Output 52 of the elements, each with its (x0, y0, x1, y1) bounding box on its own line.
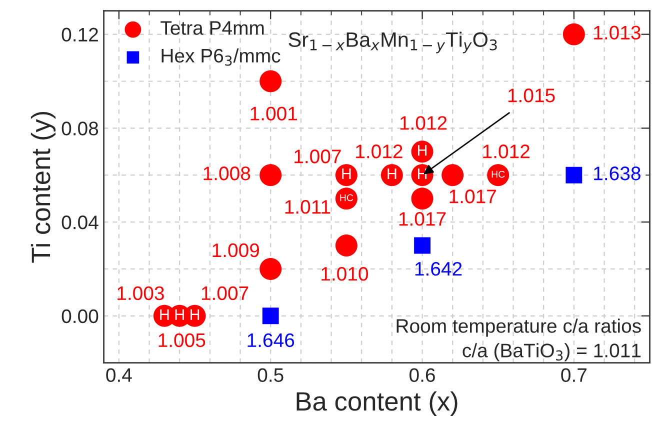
point (262, 308, 279, 324)
point (260, 164, 282, 186)
annotation: HC (340, 194, 354, 202)
x-tick-label: 0.6 (410, 368, 435, 382)
point (260, 70, 282, 92)
annotation: H (388, 168, 396, 180)
annotation: HC (492, 170, 505, 178)
annotation: c/a (BaTiO$_{3}$) = 1.011 (462, 343, 641, 362)
x-tick-label: 0.5 (258, 368, 284, 382)
legend-label: Tetra P4mm (160, 21, 264, 35)
point (562, 23, 585, 46)
annotation: 1.007 (202, 286, 248, 300)
annotation: H (160, 309, 169, 320)
annotation: Room temperature c/a ratios (396, 318, 641, 337)
annotation: H (190, 309, 200, 320)
point (260, 258, 282, 280)
y-tick-label: 0.04 (62, 216, 98, 230)
point (414, 237, 430, 254)
annotation: 1.007 (294, 150, 341, 164)
point (566, 166, 582, 184)
annotation: H (418, 145, 427, 156)
annotation: H (175, 309, 184, 320)
text: Sr$_{1−x}$Ba$_{x}$Mn$_{1−y}$Ti$_{y}$O$_{3}$ (288, 32, 497, 54)
annotation: 1.015 (508, 88, 555, 102)
y-tick-label: 0.12 (62, 28, 98, 42)
x-tick-label: 0.7 (561, 368, 586, 382)
annotation: 1.017 (399, 212, 446, 226)
annotation: 1.012 (483, 144, 530, 158)
point (335, 234, 358, 256)
annotation: 1.013 (594, 26, 640, 40)
y-tick-label: 0.00 (62, 309, 98, 324)
annotation: 1.642 (415, 262, 462, 276)
annotation: 1.001 (250, 106, 297, 120)
annotation: 1.012 (400, 116, 447, 130)
annotation: 1.011 (285, 200, 330, 214)
x-tick-label: 0.4 (106, 368, 132, 382)
annotation: H (342, 168, 351, 180)
annotation: 1.009 (212, 243, 260, 258)
annotation: 1.008 (204, 166, 250, 180)
legend-label: Hex P6$_{3}$/mmc (162, 48, 280, 66)
annotation: 1.005 (158, 333, 206, 348)
point (442, 164, 464, 186)
annotation: 1.003 (118, 286, 164, 300)
y-tick-label: 0.08 (62, 122, 98, 136)
y-axis-title: Ti content (y) (30, 112, 56, 263)
annotation: 1.017 (450, 190, 496, 204)
point (411, 188, 434, 210)
annotation: 1.646 (248, 333, 294, 348)
annotation: 1.638 (594, 166, 640, 180)
annotation: 1.010 (322, 266, 368, 281)
annotation: 1.012 (356, 144, 402, 158)
x-axis-title: Ba content (x) (296, 391, 458, 416)
